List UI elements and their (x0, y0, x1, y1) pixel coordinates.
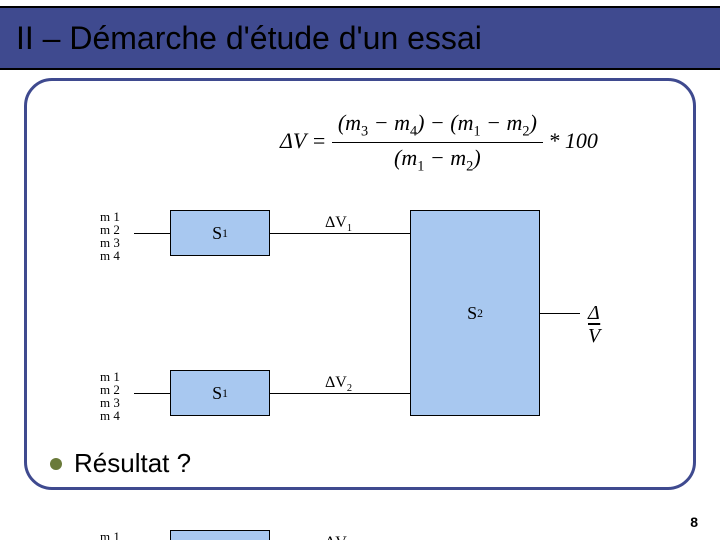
connector (134, 393, 170, 394)
dv-label: ΔV3 (325, 534, 352, 540)
s-box: S1 (170, 370, 270, 416)
result-box: S2 (410, 210, 540, 416)
formula-tail: * 100 (548, 128, 598, 153)
connector (540, 313, 580, 314)
m-labels: m 1 m 2 m 3 m 4 (100, 370, 120, 422)
connector (134, 233, 170, 234)
final-label: ΔV (588, 302, 600, 348)
m-labels: m 1 m 2 m 3 m 4 (100, 210, 120, 262)
formula: ΔV = (m3 − m4) − (m1 − m2) (m1 − m2) * 1… (280, 110, 598, 176)
page-number: 8 (690, 514, 698, 530)
dv-label: ΔV1 (325, 214, 352, 234)
slide-title: II – Démarche d'étude d'un essai (16, 20, 482, 57)
bullet-line: Résultat ? (50, 448, 191, 479)
bullet-icon (50, 458, 62, 470)
bullet-text: Résultat ? (74, 448, 191, 479)
dv-label: ΔV2 (325, 374, 352, 394)
s-box: S1 (170, 210, 270, 256)
s-box: S1 (170, 530, 270, 540)
slide: II – Démarche d'étude d'un essai ΔV = (m… (0, 0, 720, 540)
title-bar: II – Démarche d'étude d'un essai (0, 6, 720, 70)
m-labels: m 1 m 2 m 3 m 4 (100, 530, 120, 540)
